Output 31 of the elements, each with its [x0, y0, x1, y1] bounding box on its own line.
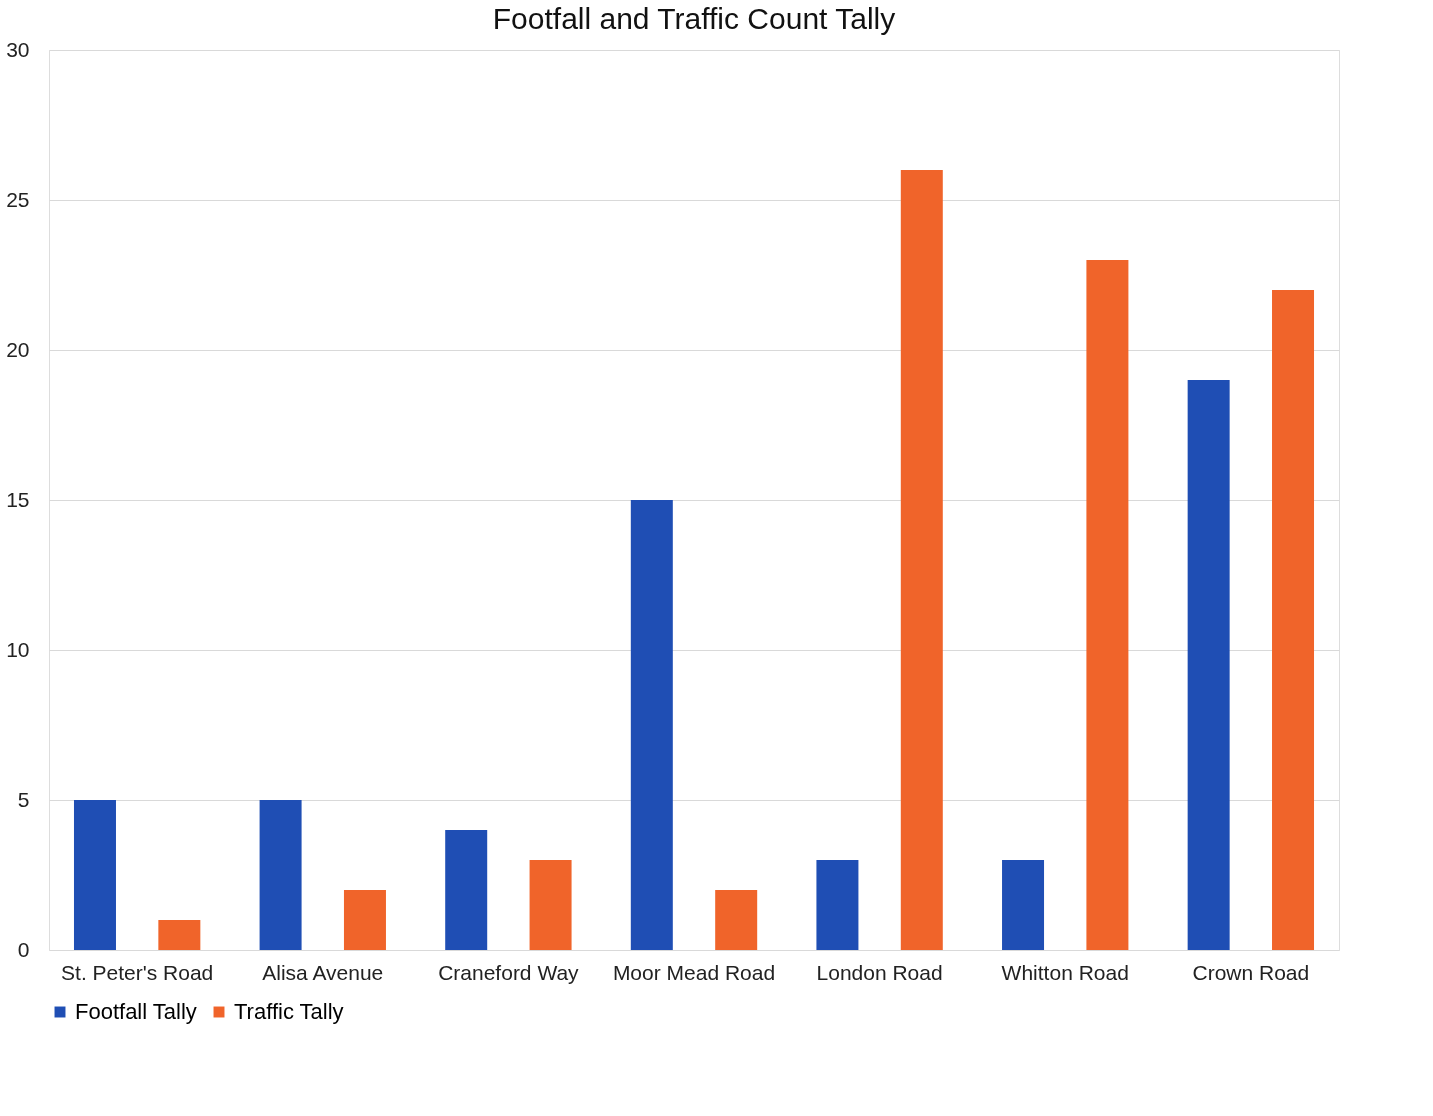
bar	[73, 800, 116, 950]
bar	[529, 860, 572, 950]
chart-title: Footfall and Traffic Count Tally	[492, 2, 896, 35]
y-tick-label: 5	[17, 787, 30, 811]
bar	[158, 920, 201, 950]
x-tick-label: St. Peter's Road	[61, 960, 214, 984]
x-tick-label: Alisa Avenue	[262, 960, 384, 984]
bar	[445, 830, 488, 950]
bar	[1086, 260, 1129, 950]
y-tick-label: 15	[6, 487, 30, 511]
x-tick-label: Moor Mead Road	[612, 960, 776, 984]
legend-label: Traffic Tally	[234, 999, 344, 1024]
bar	[715, 890, 758, 950]
bar	[1272, 290, 1315, 950]
y-tick-label: 20	[6, 337, 30, 361]
bar	[343, 890, 386, 950]
x-tick-label: Craneford Way	[438, 960, 580, 984]
bar	[1187, 380, 1230, 950]
bar	[630, 500, 673, 950]
y-tick-label: 25	[6, 187, 30, 211]
y-tick-label: 0	[17, 937, 30, 961]
bar	[900, 170, 943, 950]
bar	[259, 800, 302, 950]
bar	[1002, 860, 1045, 950]
bar	[816, 860, 859, 950]
y-tick-label: 30	[6, 37, 30, 61]
x-tick-label: London Road	[816, 960, 943, 984]
legend-label: Footfall Tally	[75, 999, 197, 1024]
y-tick-label: 10	[6, 637, 30, 661]
x-tick-label: Whitton Road	[1001, 960, 1129, 984]
x-tick-label: Crown Road	[1192, 960, 1310, 984]
